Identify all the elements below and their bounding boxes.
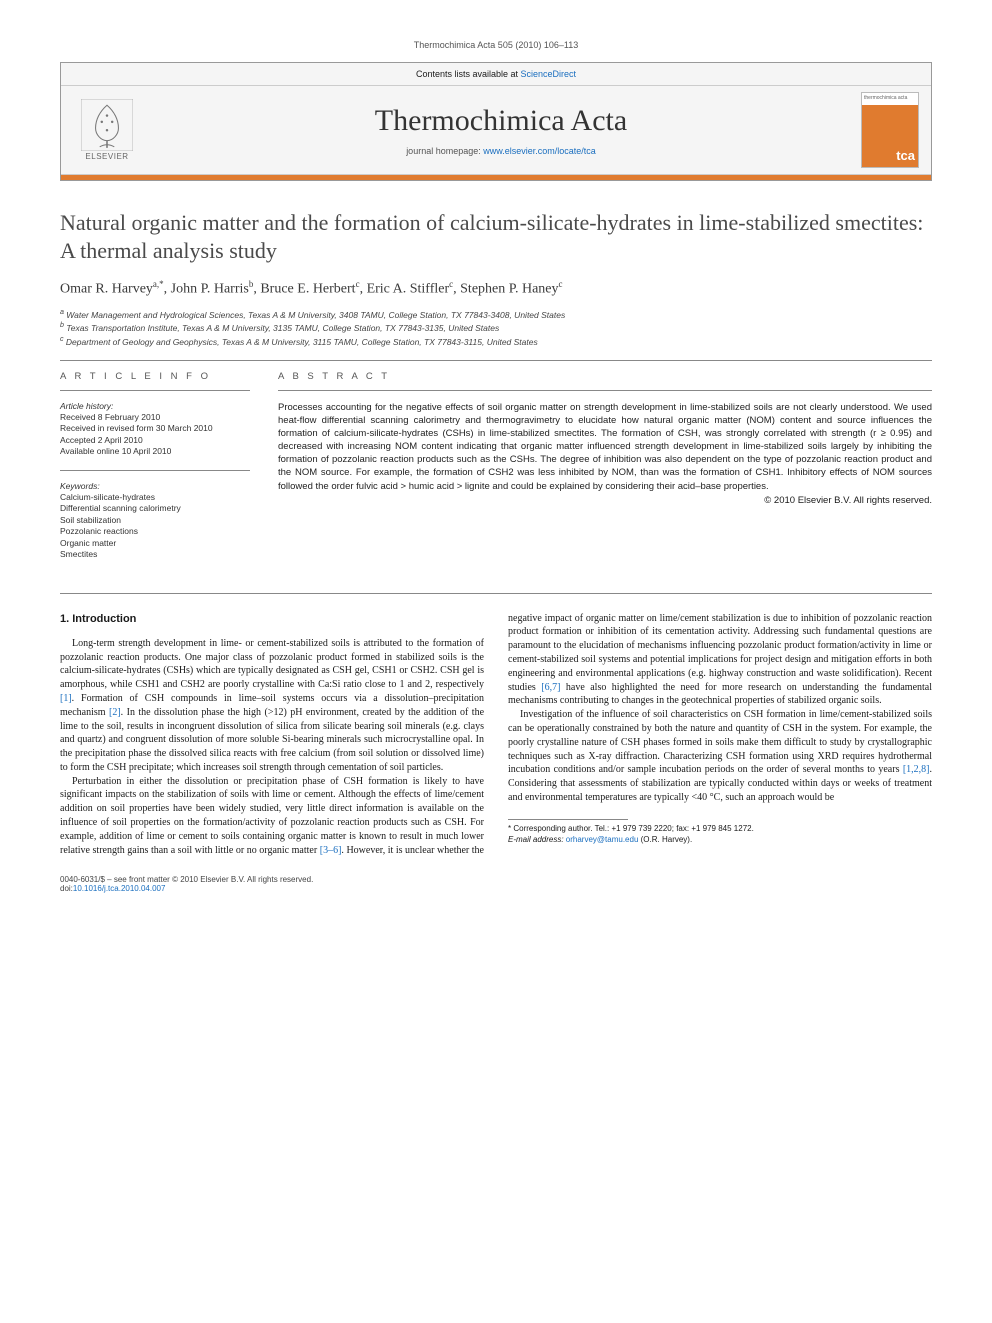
journal-name: Thermochimica Acta — [141, 104, 861, 138]
article-info-block: A R T I C L E I N F O Article history: R… — [60, 371, 250, 573]
email-link[interactable]: orharvey@tamu.edu — [566, 835, 639, 844]
article-title: Natural organic matter and the formation… — [60, 209, 932, 265]
ref-link[interactable]: [1,2,8] — [903, 764, 930, 775]
divider — [60, 360, 932, 361]
email-line: E-mail address: orharvey@tamu.edu (O.R. … — [508, 835, 932, 846]
abstract-block: A B S T R A C T Processes accounting for… — [278, 371, 932, 573]
doi-link[interactable]: 10.1016/j.tca.2010.04.007 — [73, 884, 166, 893]
email-suffix: (O.R. Harvey). — [638, 835, 692, 844]
doi-prefix: doi: — [60, 884, 73, 893]
journal-homepage-link[interactable]: www.elsevier.com/locate/tca — [483, 146, 596, 156]
journal-homepage-line: journal homepage: www.elsevier.com/locat… — [141, 146, 861, 156]
history-label: Article history: — [60, 401, 250, 411]
abstract-text: Processes accounting for the negative ef… — [278, 401, 932, 493]
orange-bar — [61, 175, 931, 180]
body-paragraph: Long-term strength development in lime- … — [60, 637, 484, 775]
ref-link[interactable]: [6,7] — [541, 682, 560, 693]
contents-prefix: Contents lists available at — [416, 69, 521, 79]
contents-line: Contents lists available at ScienceDirec… — [61, 63, 931, 85]
footnote-separator — [508, 819, 628, 820]
footer-doi-line: doi:10.1016/j.tca.2010.04.007 — [60, 884, 313, 893]
cover-tca-icon: tca — [896, 148, 915, 163]
footnotes: * Corresponding author. Tel.: +1 979 739… — [508, 824, 932, 846]
authors: Omar R. Harveya,*, John P. Harrisb, Bruc… — [60, 279, 932, 298]
keywords-label: Keywords: — [60, 481, 250, 491]
body-text: Perturbation in either the dissolution o… — [60, 776, 484, 856]
abstract-copyright: © 2010 Elsevier B.V. All rights reserved… — [278, 495, 932, 506]
body-text: Long-term strength development in lime- … — [60, 638, 484, 690]
body-text: Investigation of the influence of soil c… — [508, 709, 932, 775]
article-info-heading: A R T I C L E I N F O — [60, 371, 250, 382]
sciencedirect-link[interactable]: ScienceDirect — [521, 69, 577, 79]
ref-link[interactable]: [2] — [109, 707, 121, 718]
section-heading-1: 1. Introduction — [60, 612, 484, 627]
elsevier-text: ELSEVIER — [85, 152, 128, 161]
elsevier-logo: ELSEVIER — [73, 94, 141, 166]
body-columns: 1. Introduction Long-term strength devel… — [60, 612, 932, 858]
history-list: Received 8 February 2010Received in revi… — [60, 412, 250, 458]
body-text: have also highlighted the need for more … — [508, 682, 932, 707]
journal-cover-thumb: thermochimica acta tca — [861, 92, 919, 168]
running-head: Thermochimica Acta 505 (2010) 106–113 — [60, 40, 932, 50]
section-divider — [60, 593, 932, 594]
journal-header: Contents lists available at ScienceDirec… — [60, 62, 932, 181]
abstract-heading: A B S T R A C T — [278, 371, 932, 382]
keywords-list: Calcium-silicate-hydratesDifferential sc… — [60, 492, 250, 561]
cover-tiny-text: thermochimica acta — [864, 95, 907, 101]
footer-copyright: 0040-6031/$ – see front matter © 2010 El… — [60, 875, 313, 884]
body-text: . In the dissolution phase the high (>12… — [60, 707, 484, 773]
divider — [278, 390, 932, 391]
corresponding-author: * Corresponding author. Tel.: +1 979 739… — [508, 824, 932, 835]
affiliations: a Water Management and Hydrological Scie… — [60, 308, 932, 348]
email-label: E-mail address: — [508, 835, 566, 844]
divider — [60, 390, 250, 391]
ref-link[interactable]: [1] — [60, 693, 72, 704]
homepage-prefix: journal homepage: — [406, 146, 483, 156]
divider — [60, 470, 250, 471]
ref-link[interactable]: [3–6] — [320, 845, 342, 856]
elsevier-tree-icon — [81, 99, 133, 151]
body-paragraph: Investigation of the influence of soil c… — [508, 708, 932, 805]
page-footer: 0040-6031/$ – see front matter © 2010 El… — [60, 875, 932, 893]
